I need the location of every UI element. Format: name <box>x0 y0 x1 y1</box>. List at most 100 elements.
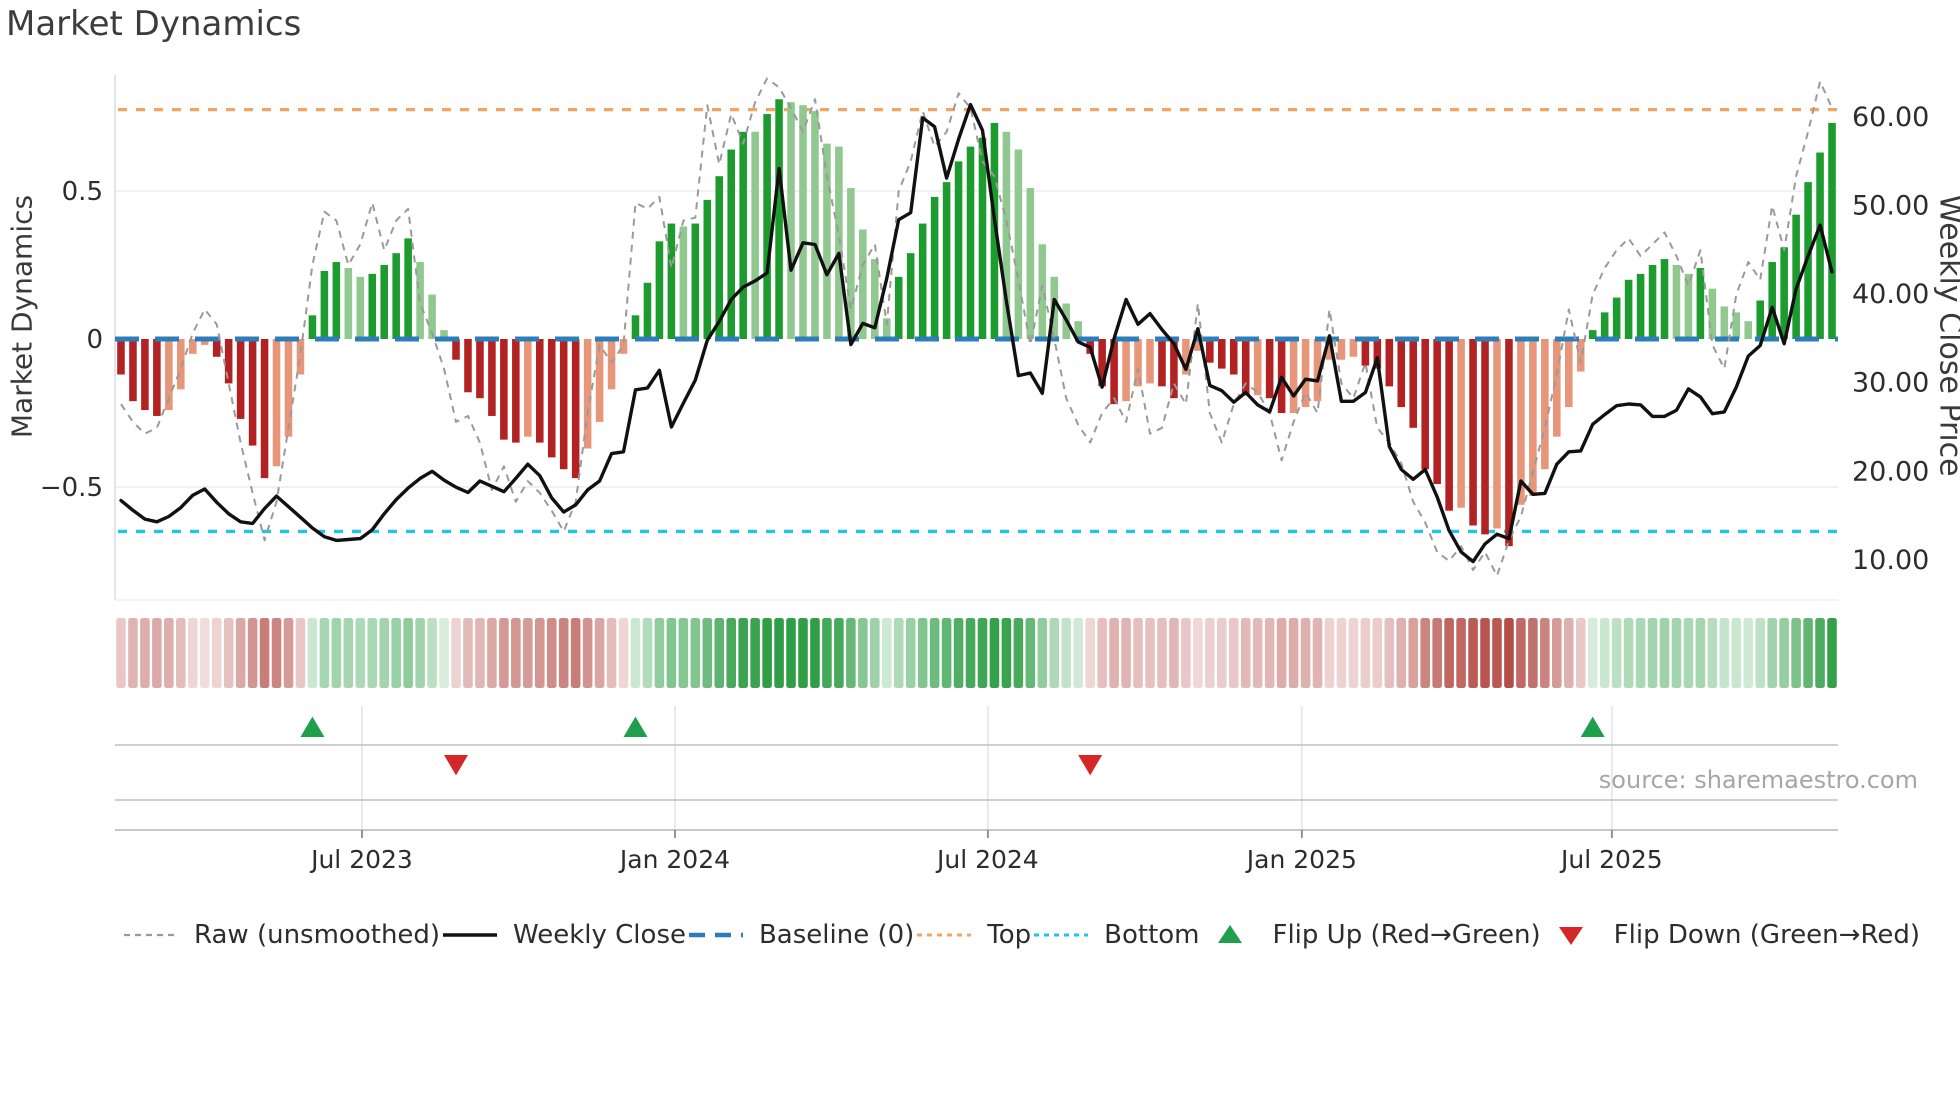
heatmap-cell <box>499 618 509 688</box>
heatmap-cell <box>271 618 282 688</box>
oscillator-bar <box>1529 339 1537 496</box>
heatmap-cell <box>475 618 485 688</box>
heatmap-cell <box>630 618 641 688</box>
oscillator-bar <box>1553 339 1561 437</box>
oscillator-bar <box>1744 321 1753 339</box>
heatmap-cell <box>223 618 234 688</box>
oscillator-bar <box>727 149 735 339</box>
legend-label: Flip Up (Red→Green) <box>1272 920 1541 950</box>
x-tick-label: Jan 2024 <box>618 845 730 874</box>
x-tick-label: Jul 2025 <box>1559 845 1663 874</box>
heatmap-cell <box>463 618 473 688</box>
oscillator-bar <box>260 339 269 479</box>
oscillator-bar <box>775 99 783 340</box>
flip-up-marker <box>623 716 648 737</box>
heatmap-cell <box>618 618 629 688</box>
heatmap-cell <box>582 618 593 688</box>
heatmap-cell <box>989 618 1000 688</box>
heatmap-cell <box>1360 618 1371 688</box>
heatmap-cell <box>858 618 868 688</box>
heatmap-cell <box>283 618 294 688</box>
heatmap-cell <box>1169 618 1179 688</box>
heatmap-cell <box>570 618 581 688</box>
oscillator-bar <box>1696 267 1705 339</box>
oscillator-bar <box>930 196 939 339</box>
oscillator-bar <box>894 276 903 339</box>
oscillator-bar <box>1014 149 1023 339</box>
raw-line <box>120 77 1833 577</box>
heatmap-cell <box>1001 618 1012 688</box>
heatmap-cell <box>870 618 880 688</box>
oscillator-bar <box>141 339 149 411</box>
oscillator-bar <box>1038 244 1047 339</box>
heatmap-cell <box>1432 618 1442 688</box>
oscillator-bar <box>1074 321 1082 339</box>
heatmap-cell <box>140 618 150 688</box>
source-attribution: source: sharemaestro.com <box>1598 766 1918 794</box>
legend-item-bottom: Bottom <box>1032 920 1200 950</box>
oscillator-bar <box>1397 339 1406 408</box>
right-axis-title: Weekly Close Price <box>1932 194 1960 477</box>
heatmap-cell <box>1707 618 1718 688</box>
dot-orange-legend-swatch-icon <box>917 933 972 937</box>
flip-up-marker <box>300 716 325 737</box>
heatmap-cell <box>1240 618 1251 688</box>
heatmap-cell <box>1049 618 1060 688</box>
oscillator-bar <box>1624 279 1633 339</box>
line-black-legend-swatch-icon <box>443 933 498 937</box>
heatmap-cell <box>199 618 210 688</box>
heatmap-cell <box>1037 618 1048 688</box>
oscillator-bar <box>1684 273 1693 339</box>
heatmap-cell <box>606 618 617 688</box>
oscillator-bar <box>200 339 209 345</box>
heatmap-cell <box>1791 618 1801 688</box>
oscillator-bar <box>117 339 125 375</box>
heatmap-cell <box>355 618 366 688</box>
legend-item-baseline-0: Baseline (0) <box>687 920 914 950</box>
heatmap-cell <box>1300 618 1311 688</box>
oscillator-bar <box>356 276 365 339</box>
heatmap-cell <box>152 618 162 688</box>
heatmap-cell <box>738 618 748 688</box>
heatmap-cell <box>905 618 916 688</box>
oscillator-bar <box>188 339 197 354</box>
heatmap-cell <box>235 618 246 688</box>
oscillator-bar <box>942 182 951 339</box>
oscillator-bar <box>978 137 987 339</box>
oscillator-bar <box>1194 339 1202 351</box>
oscillator-bar <box>272 339 281 467</box>
oscillator-bar <box>404 238 412 339</box>
oscillator-bar <box>583 339 592 449</box>
heatmap-cell <box>1013 618 1024 688</box>
oscillator-bar <box>320 270 329 339</box>
heatmap-cell <box>1480 618 1490 688</box>
heatmap-cell <box>1372 618 1383 688</box>
heatmap-cell <box>523 618 533 688</box>
heatmap-cell <box>941 618 952 688</box>
heatmap-cell <box>881 618 892 688</box>
oscillator-bar <box>1253 339 1262 396</box>
heatmap-cell <box>343 618 354 688</box>
oscillator-bar <box>1433 339 1441 485</box>
heatmap-cell <box>642 618 653 688</box>
dash-gray-legend-swatch-icon <box>124 933 178 937</box>
heatmap-cell <box>546 618 557 688</box>
heatmap-cell <box>1396 618 1407 688</box>
oscillator-bar <box>1672 265 1681 339</box>
oscillator-bar <box>296 339 305 375</box>
oscillator-bar <box>452 339 460 360</box>
heatmap-cell <box>1420 618 1430 688</box>
flip-down-marker <box>444 755 469 776</box>
heatmap-cell <box>1755 618 1766 688</box>
heatmap-cell <box>534 618 545 688</box>
heatmap-cell <box>678 618 689 688</box>
oscillator-bar <box>165 339 173 411</box>
heatmap-cell <box>1384 618 1395 688</box>
oscillator-bar <box>1026 188 1035 339</box>
oscillator-bar <box>1493 339 1501 529</box>
oscillator-bar <box>212 339 221 357</box>
heatmap-cell <box>415 618 425 688</box>
oscillator-bar <box>1481 339 1489 535</box>
oscillator-bar <box>739 131 747 339</box>
oscillator-bar <box>177 339 185 390</box>
